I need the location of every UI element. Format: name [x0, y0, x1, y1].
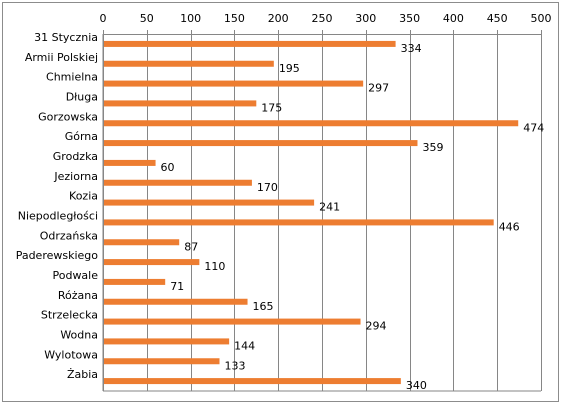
- bar: [104, 358, 220, 365]
- data-label: 297: [368, 82, 389, 95]
- category-label: Chmielna: [46, 71, 98, 84]
- data-label: 144: [234, 339, 255, 352]
- category-label: Górna: [65, 130, 98, 143]
- data-label: 110: [204, 260, 225, 273]
- x-tick-label: 150: [224, 12, 245, 25]
- x-tick-label: 250: [312, 12, 333, 25]
- bar: [104, 159, 156, 166]
- data-label: 60: [161, 161, 175, 174]
- category-label: Paderewskiego: [16, 249, 99, 262]
- data-label: 340: [406, 379, 427, 392]
- x-tick-label: 0: [100, 12, 107, 25]
- x-tick-label: 400: [443, 12, 464, 25]
- bar: [104, 278, 166, 285]
- category-label: Armii Polskiej: [25, 51, 98, 64]
- category-label: Różana: [58, 289, 98, 302]
- bar: [104, 199, 315, 206]
- category-labels: 31 Stycznia Armii Polskiej Chmielna Długa Go…: [16, 31, 99, 381]
- category-label: Żabia: [67, 368, 98, 381]
- data-label: 133: [225, 359, 246, 372]
- bars: [104, 40, 519, 385]
- data-labels: 334 195 297 175 474 359 60 170 241 446 87 110 71 165 2…: [161, 42, 545, 392]
- category-label: Grodzka: [53, 150, 98, 163]
- bar: [104, 298, 248, 305]
- data-label: 87: [184, 240, 198, 253]
- category-label: Długa: [66, 90, 98, 103]
- bar: [104, 318, 361, 325]
- category-label: Gorzowska: [38, 110, 98, 123]
- data-label: 241: [319, 201, 340, 214]
- bar: [104, 80, 364, 87]
- category-label: 31 Stycznia: [34, 31, 98, 44]
- x-tick-label: 50: [140, 12, 154, 25]
- bar: [104, 179, 252, 186]
- category-label: Odrzańska: [40, 229, 98, 242]
- category-label: Wodna: [60, 328, 98, 341]
- data-label: 195: [279, 62, 300, 75]
- data-label: 334: [401, 42, 422, 55]
- bar: [104, 60, 274, 67]
- x-tick-label: 450: [487, 12, 508, 25]
- bar: [104, 259, 200, 266]
- bar: [104, 239, 180, 246]
- bar: [104, 140, 418, 147]
- bar: [104, 100, 257, 107]
- x-tick-labels: 0 50 100 150 200 250 300 350 400 450 500: [100, 12, 552, 25]
- x-tick-label: 100: [180, 12, 201, 25]
- data-label: 175: [261, 101, 282, 114]
- x-tick-label: 200: [268, 12, 289, 25]
- bar: [104, 120, 519, 127]
- category-label: Podwale: [52, 269, 98, 282]
- x-tick-label: 350: [399, 12, 420, 25]
- category-label: Jeziorna: [53, 170, 98, 183]
- bar: [104, 338, 230, 345]
- data-label: 446: [499, 220, 520, 233]
- bar: [104, 40, 396, 47]
- x-tick-label: 300: [355, 12, 376, 25]
- data-label: 474: [523, 121, 544, 134]
- bar: [104, 378, 401, 385]
- bar: [104, 219, 494, 226]
- gridlines: [102, 30, 542, 392]
- data-label: 71: [170, 280, 184, 293]
- data-label: 170: [257, 181, 278, 194]
- data-label: 294: [366, 320, 387, 333]
- data-label: 165: [253, 300, 274, 313]
- category-label: Niepodległości: [18, 209, 98, 222]
- category-label: Strzelecka: [41, 309, 98, 322]
- data-label: 359: [422, 141, 443, 154]
- category-label: Wylotowa: [44, 348, 98, 361]
- x-tick-label: 500: [531, 12, 552, 25]
- category-label: Kozia: [69, 190, 98, 203]
